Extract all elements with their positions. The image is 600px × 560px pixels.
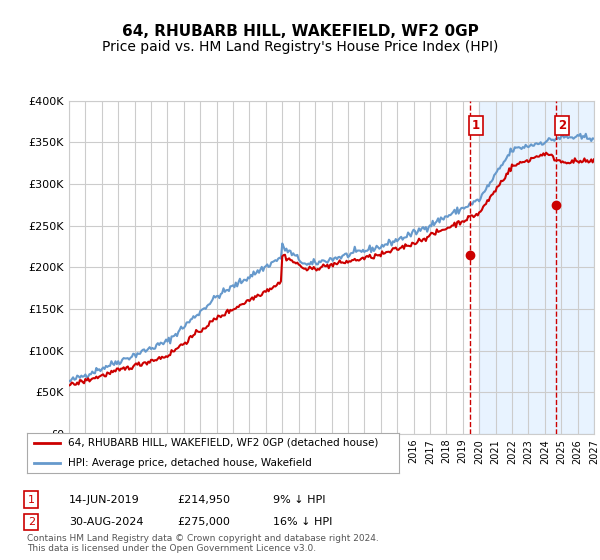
Text: 1: 1 xyxy=(28,494,35,505)
Bar xyxy=(479,101,594,434)
Text: 16% ↓ HPI: 16% ↓ HPI xyxy=(273,517,332,527)
Text: Price paid vs. HM Land Registry's House Price Index (HPI): Price paid vs. HM Land Registry's House … xyxy=(102,40,498,54)
Text: 2: 2 xyxy=(558,119,566,132)
Text: 2: 2 xyxy=(28,517,35,527)
Text: 9% ↓ HPI: 9% ↓ HPI xyxy=(273,494,325,505)
Text: 30-AUG-2024: 30-AUG-2024 xyxy=(69,517,143,527)
Text: Contains HM Land Registry data © Crown copyright and database right 2024.
This d: Contains HM Land Registry data © Crown c… xyxy=(27,534,379,553)
Text: £275,000: £275,000 xyxy=(177,517,230,527)
Text: 64, RHUBARB HILL, WAKEFIELD, WF2 0GP (detached house): 64, RHUBARB HILL, WAKEFIELD, WF2 0GP (de… xyxy=(68,438,378,448)
Text: 64, RHUBARB HILL, WAKEFIELD, WF2 0GP: 64, RHUBARB HILL, WAKEFIELD, WF2 0GP xyxy=(122,24,478,39)
Text: 14-JUN-2019: 14-JUN-2019 xyxy=(69,494,140,505)
Text: 1: 1 xyxy=(472,119,480,132)
Text: £214,950: £214,950 xyxy=(177,494,230,505)
Text: HPI: Average price, detached house, Wakefield: HPI: Average price, detached house, Wake… xyxy=(68,458,311,468)
